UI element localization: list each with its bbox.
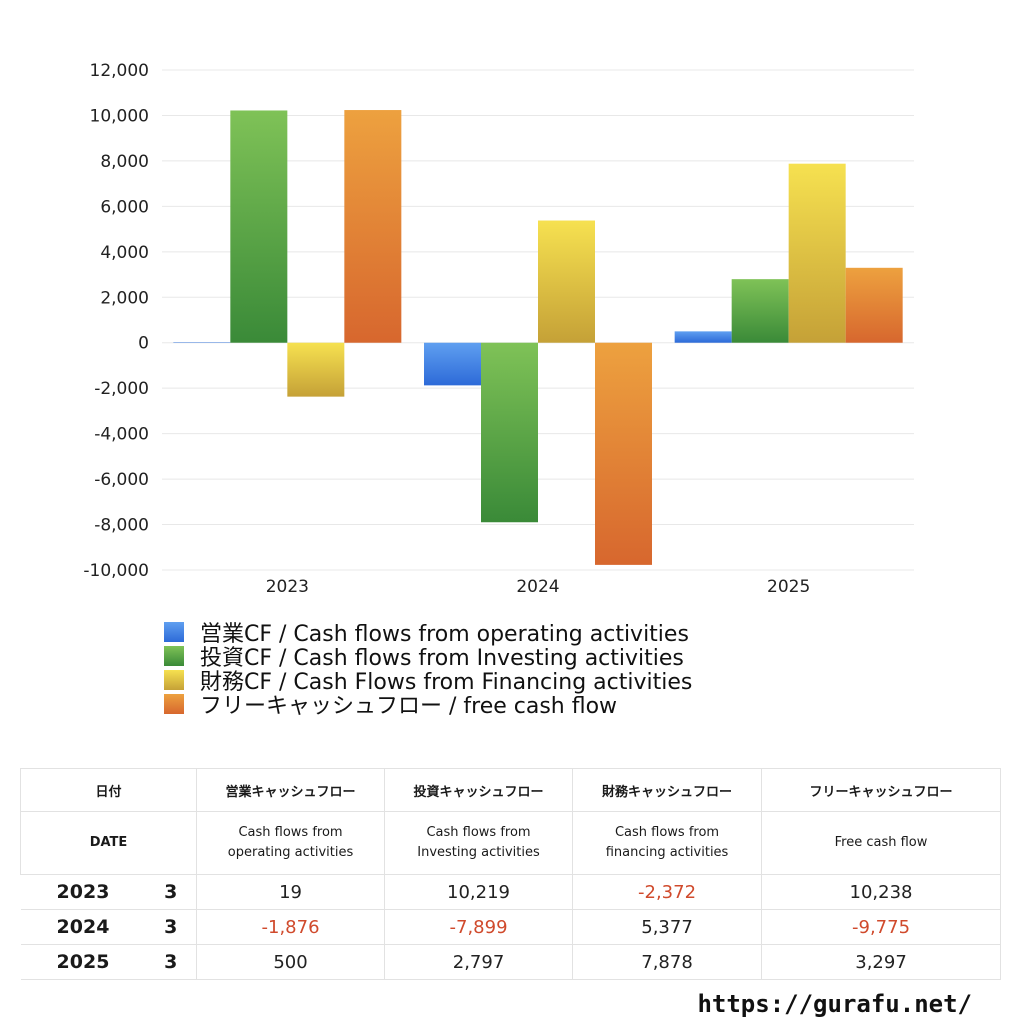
cash-flow-table: 日付 営業キャッシュフロー 投資キャッシュフロー 財務キャッシュフロー フリーキ… — [19, 768, 1002, 980]
bar-financing-2025 — [788, 163, 846, 343]
legend-item-investing: 投資CF / Cash flows from Investing activit… — [164, 644, 692, 671]
bar-operating-2025 — [674, 331, 732, 343]
row-month: 3 — [145, 909, 197, 945]
y-tick-label: -8,000 — [94, 516, 149, 536]
header-date-en: DATE — [19, 811, 198, 875]
bar-investing-2024 — [481, 342, 538, 523]
header-operating-en: Cash flows from operating activities — [196, 811, 386, 875]
header-operating-en-line2: operating activities — [227, 845, 354, 860]
cell-financing: 7,878 — [572, 944, 763, 980]
legend-label-operating: 営業CF / Cash flows from operating activit… — [200, 622, 689, 647]
table-row: 2023 3 19 10,219 -2,372 10,238 — [20, 874, 1002, 910]
y-tick-label: -6,000 — [94, 470, 149, 490]
y-tick-label: 6,000 — [100, 197, 149, 217]
cell-investing: -7,899 — [384, 909, 574, 945]
legend-item-financing: 財務CF / Cash Flows from Financing activit… — [164, 668, 692, 695]
header-operating-en-line1: Cash flows from — [238, 825, 343, 840]
bar-operating-2023 — [173, 342, 231, 343]
header-financing-en: Cash flows from financing activities — [572, 811, 763, 875]
row-month: 3 — [145, 874, 197, 910]
legend-swatch-investing — [164, 646, 184, 666]
bar-operating-2024 — [424, 342, 481, 386]
cell-free: 3,297 — [761, 944, 1002, 980]
y-tick-label: 2,000 — [100, 288, 149, 308]
legend-item-operating: 営業CF / Cash flows from operating activit… — [164, 620, 692, 647]
bar-free-2025 — [845, 267, 903, 343]
table-header-en-row: DATE Cash flows from operating activities… — [19, 811, 1002, 875]
legend-item-free: フリーキャッシュフロー / free cash flow — [164, 692, 692, 719]
cell-financing: -2,372 — [572, 874, 763, 910]
cell-investing: 2,797 — [384, 944, 574, 980]
bar-free-2024 — [595, 342, 652, 565]
header-investing-en-line1: Cash flows from — [426, 825, 531, 840]
row-month: 3 — [145, 944, 197, 980]
y-tick-label: -4,000 — [94, 425, 149, 445]
y-tick-label: -10,000 — [83, 561, 149, 581]
source-url: https://gurafu.net/ — [697, 990, 972, 1018]
cell-investing: 10,219 — [384, 874, 574, 910]
y-tick-label: 4,000 — [100, 243, 149, 263]
header-financing-jp: 財務キャッシュフロー — [572, 768, 763, 812]
legend-label-financing: 財務CF / Cash Flows from Financing activit… — [200, 670, 693, 695]
cell-financing: 5,377 — [572, 909, 763, 945]
header-date-jp: 日付 — [19, 768, 198, 812]
legend-swatch-operating — [164, 622, 184, 642]
y-tick-label: -2,000 — [94, 379, 149, 399]
cell-free: -9,775 — [761, 909, 1002, 945]
bar-investing-2023 — [230, 110, 288, 343]
legend-label-free: フリーキャッシュフロー / free cash flow — [200, 694, 618, 719]
header-free-en: Free cash flow — [761, 811, 1002, 875]
cell-free: 10,238 — [761, 874, 1002, 910]
table-row: 2024 3 -1,876 -7,899 5,377 -9,775 — [20, 909, 1002, 945]
cell-operating: 500 — [196, 944, 386, 980]
x-tick-label: 2025 — [767, 577, 810, 597]
table-row: 2025 3 500 2,797 7,878 3,297 — [20, 944, 1002, 980]
header-free-jp: フリーキャッシュフロー — [761, 768, 1002, 812]
y-tick-label: 10,000 — [90, 106, 149, 126]
y-tick-label: 0 — [138, 334, 149, 354]
row-year: 2025 — [20, 944, 146, 980]
bar-investing-2025 — [731, 279, 789, 343]
bar-financing-2024 — [538, 220, 595, 343]
legend-swatch-free — [164, 694, 184, 714]
bar-free-2023 — [344, 110, 402, 343]
header-investing-en-line2: Investing activities — [417, 845, 540, 860]
row-year: 2024 — [20, 909, 146, 945]
legend-label-investing: 投資CF / Cash flows from Investing activit… — [200, 646, 684, 671]
header-financing-en-line1: Cash flows from — [614, 825, 720, 840]
x-tick-label: 2024 — [516, 577, 559, 597]
cell-operating: 19 — [196, 874, 386, 910]
row-year: 2023 — [20, 874, 146, 910]
cell-operating: -1,876 — [196, 909, 386, 945]
chart-legend: 営業CF / Cash flows from operating activit… — [164, 620, 692, 719]
y-tick-label: 8,000 — [100, 152, 149, 172]
y-tick-label: 12,000 — [90, 61, 149, 81]
cash-flow-chart: 12,000 10,000 8,000 6,000 4,000 2,000 0 -2,000 -… — [83, 61, 914, 597]
x-tick-label: 2023 — [266, 577, 309, 597]
header-investing-jp: 投資キャッシュフロー — [384, 768, 574, 812]
header-investing-en: Cash flows from Investing activities — [384, 811, 574, 875]
legend-swatch-financing — [164, 670, 184, 690]
bar-financing-2023 — [287, 342, 345, 397]
header-operating-jp: 営業キャッシュフロー — [196, 768, 386, 812]
header-financing-en-line2: financing activities — [605, 845, 729, 860]
table-header-jp-row: 日付 営業キャッシュフロー 投資キャッシュフロー 財務キャッシュフロー フリーキ… — [19, 768, 1002, 812]
